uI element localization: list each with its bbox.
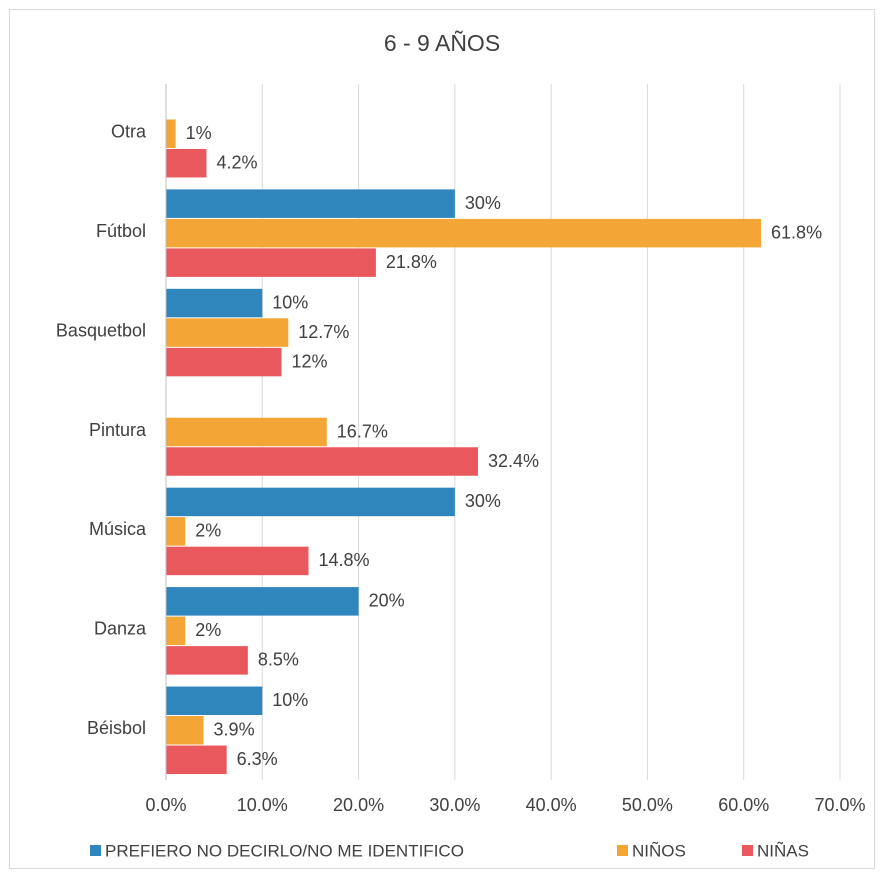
bar	[166, 646, 248, 675]
data-label: 30%	[465, 193, 501, 213]
y-tick-label: Fútbol	[96, 221, 146, 241]
bar	[166, 248, 376, 277]
x-tick-label: 50.0%	[622, 795, 673, 815]
x-tick-label: 30.0%	[429, 795, 480, 815]
bar	[166, 487, 455, 517]
bar	[166, 288, 263, 318]
bar	[166, 745, 227, 775]
data-label: 10%	[272, 292, 308, 312]
data-label: 10%	[272, 690, 308, 710]
x-tick-label: 20.0%	[333, 795, 384, 815]
legend-swatch	[90, 845, 101, 856]
bar	[166, 347, 282, 377]
data-label: 2%	[195, 521, 221, 541]
y-tick-label: Danza	[94, 619, 147, 639]
data-label: 21.8%	[386, 252, 437, 272]
x-tick-label: 40.0%	[526, 795, 577, 815]
data-label: 16.7%	[337, 421, 388, 441]
bar	[166, 447, 478, 476]
bar	[166, 148, 207, 178]
legend-label: PREFIERO NO DECIRLO/NO ME IDENTIFICO	[105, 841, 464, 860]
data-label: 61.8%	[771, 222, 822, 242]
bar	[166, 218, 762, 248]
bar	[166, 318, 289, 347]
bar	[166, 517, 186, 546]
y-tick-label: Música	[89, 519, 147, 539]
y-tick-label: Otra	[111, 121, 147, 141]
data-label: 14.8%	[319, 550, 370, 570]
y-tick-label: Pintura	[89, 420, 147, 440]
data-label: 4.2%	[216, 152, 257, 172]
y-tick-label: Basquetbol	[56, 320, 146, 340]
bar	[166, 616, 186, 646]
data-label: 6.3%	[237, 749, 278, 769]
data-label: 30%	[465, 491, 501, 511]
data-label: 20%	[369, 591, 405, 611]
chart-frame	[9, 9, 875, 869]
legend-swatch	[742, 845, 753, 856]
data-label: 12%	[292, 351, 328, 371]
bar	[166, 587, 359, 616]
x-tick-label: 70.0%	[814, 795, 865, 815]
legend-swatch	[617, 845, 628, 856]
bar	[166, 189, 455, 218]
chart-title: 6 - 9 AÑOS	[384, 30, 500, 56]
data-label: 12.7%	[298, 322, 349, 342]
bar	[166, 417, 327, 447]
legend-label: NIÑAS	[757, 841, 809, 860]
data-label: 1%	[186, 123, 212, 143]
x-tick-label: 0.0%	[145, 795, 186, 815]
data-label: 32.4%	[488, 451, 539, 471]
bar	[166, 716, 204, 745]
x-tick-label: 60.0%	[718, 795, 769, 815]
data-label: 8.5%	[258, 650, 299, 670]
data-label: 3.9%	[214, 720, 255, 740]
bar	[166, 546, 309, 576]
bar	[166, 686, 263, 716]
data-label: 2%	[195, 620, 221, 640]
legend-label: NIÑOS	[632, 841, 686, 860]
y-tick-label: Béisbol	[87, 718, 146, 738]
x-tick-label: 10.0%	[237, 795, 288, 815]
bar	[166, 119, 176, 148]
